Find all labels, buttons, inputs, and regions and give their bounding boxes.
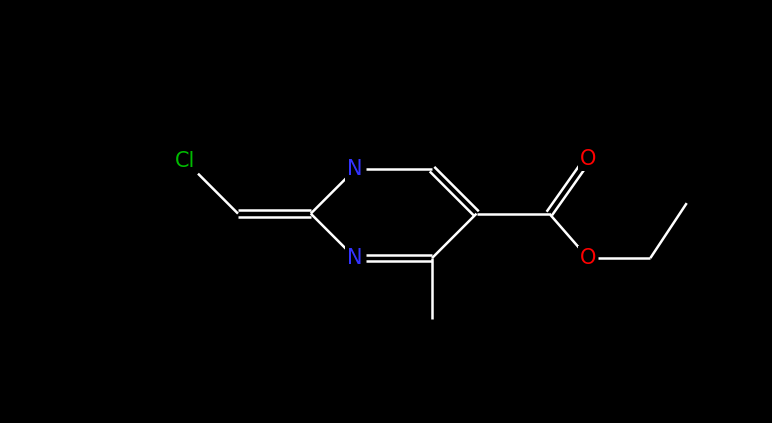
Text: O: O [580, 248, 596, 268]
Text: N: N [347, 248, 363, 268]
Text: N: N [347, 159, 363, 179]
Text: Cl: Cl [175, 151, 195, 171]
Text: O: O [580, 148, 596, 169]
